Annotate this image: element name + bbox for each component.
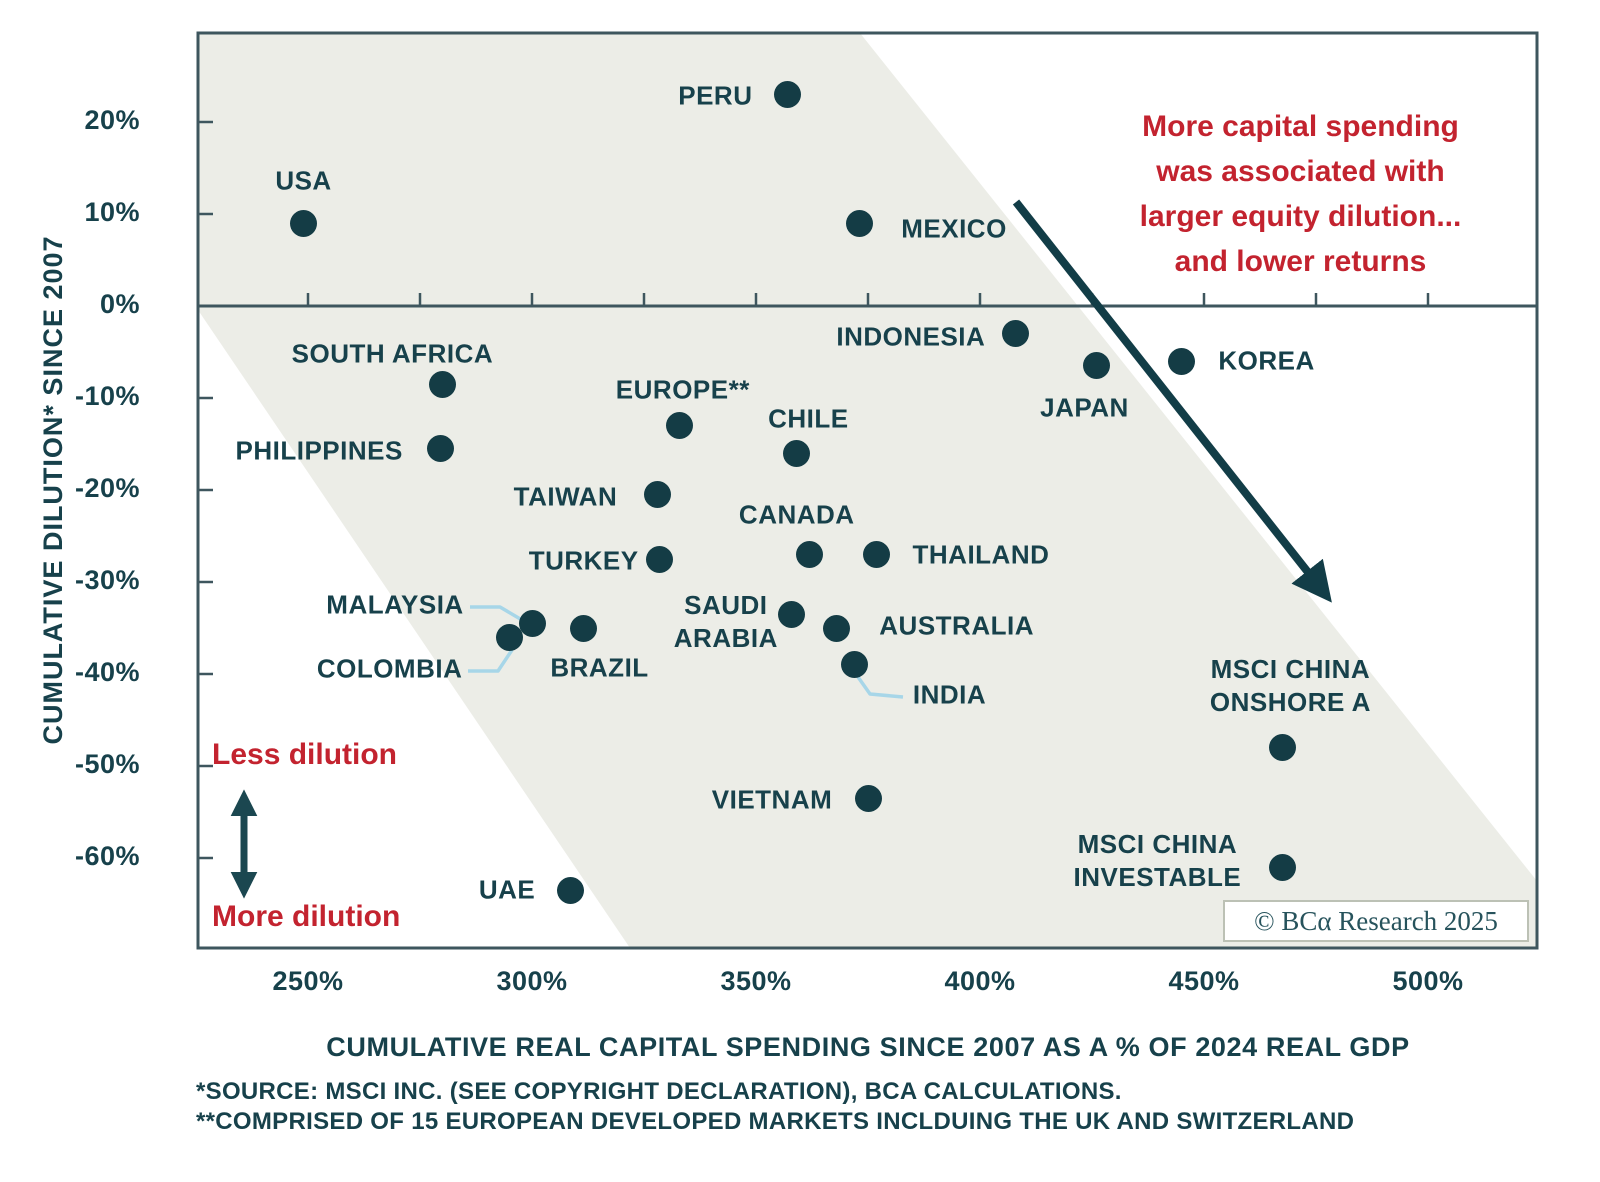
footnote-source: *SOURCE: MSCI INC. (SEE COPYRIGHT DECLAR… [196, 1078, 1122, 1105]
label-colombia: COLOMBIA [316, 653, 463, 684]
point-msci-china-onshore-a [1268, 734, 1296, 762]
point-india [841, 651, 869, 679]
point-brazil [570, 614, 598, 642]
x-tick-450: 450% [1168, 966, 1240, 996]
point-malaysia [518, 609, 546, 637]
y-tick-10: 10% [84, 197, 140, 227]
label-msci-china-onshore-a: MSCI CHINA ONSHORE A [1209, 653, 1371, 717]
label-brazil: BRAZIL [550, 652, 649, 683]
connector-malaysia [470, 605, 523, 622]
label-mexico: MEXICO [901, 213, 1007, 244]
label-south-africa: SOUTH AFRICA [291, 338, 494, 369]
label-msci-china-investable: MSCI CHINA INVESTABLE [1073, 829, 1242, 893]
trend-arrow [1012, 199, 1332, 603]
point-turkey [646, 545, 674, 573]
y-tick--10: -10% [74, 381, 140, 411]
point-colombia [496, 623, 524, 651]
y-tick--30: -30% [74, 565, 140, 595]
copyright-text: © BCα Research 2025 [1254, 905, 1498, 936]
x-tick-400: 400% [944, 966, 1016, 996]
label-korea: KOREA [1218, 345, 1315, 376]
y-tick--60: -60% [74, 841, 140, 871]
y-tick--50: -50% [74, 749, 140, 779]
annotation-more-capital-spending: More capital spending was associated wit… [1139, 110, 1462, 278]
x-tick-250: 250% [272, 966, 344, 996]
point-peru [773, 80, 801, 108]
point-uae [556, 876, 584, 904]
label-uae: UAE [478, 874, 536, 905]
point-usa [290, 209, 318, 237]
trend-band [198, 33, 1537, 948]
point-taiwan [643, 481, 671, 509]
footnote-europe: **COMPRISED OF 15 EUROPEAN DEVELOPED MAR… [196, 1108, 1355, 1135]
connector-india [856, 675, 904, 699]
point-south-africa [428, 370, 456, 398]
label-turkey: TURKEY [528, 545, 639, 576]
point-chile [782, 439, 810, 467]
point-indonesia [1002, 320, 1030, 348]
label-peru: PERU [678, 80, 753, 111]
point-thailand [863, 540, 891, 568]
point-japan [1082, 352, 1110, 380]
copyright-box: © BCα Research 2025 [1223, 900, 1529, 942]
connector-colombia [468, 649, 514, 673]
point-australia [823, 614, 851, 642]
point-msci-china-investable [1268, 853, 1296, 881]
label-taiwan: TAIWAN [513, 481, 618, 512]
y-tick-20: 20% [84, 105, 140, 135]
point-korea [1168, 347, 1196, 375]
y-tick--40: -40% [74, 657, 140, 687]
label-usa: USA [275, 165, 332, 196]
point-canada [796, 540, 824, 568]
label-vietnam: VIETNAM [711, 784, 833, 815]
plot-border [196, 31, 1539, 950]
label-europe: EUROPE** [615, 374, 750, 405]
label-chile: CHILE [768, 403, 849, 434]
label-malaysia: MALAYSIA [326, 589, 464, 620]
label-saudi-arabia: SAUDI ARABIA [673, 590, 778, 654]
label-australia: AUSTRALIA [879, 610, 1034, 641]
point-mexico [845, 209, 873, 237]
label-japan: JAPAN [1040, 392, 1129, 423]
label-india: INDIA [912, 679, 987, 710]
x-axis-title: CUMULATIVE REAL CAPITAL SPENDING SINCE 2… [326, 1032, 1410, 1062]
label-canada: CANADA [738, 499, 855, 530]
point-europe [666, 412, 694, 440]
y-tick--20: -20% [74, 473, 140, 503]
label-indonesia: INDONESIA [836, 321, 986, 352]
point-saudi-arabia [778, 600, 806, 628]
more-dilution-label: More dilution [212, 900, 401, 933]
label-thailand: THAILAND [912, 539, 1050, 570]
x-tick-300: 300% [496, 966, 568, 996]
point-vietnam [854, 784, 882, 812]
x-tick-500: 500% [1392, 966, 1464, 996]
y-tick-marks [198, 120, 213, 860]
y-tick-0: 0% [99, 289, 140, 319]
label-philippines: PHILIPPINES [235, 435, 403, 466]
point-philippines [426, 435, 454, 463]
x-tick-350: 350% [720, 966, 792, 996]
less-dilution-label: Less dilution [212, 738, 398, 771]
